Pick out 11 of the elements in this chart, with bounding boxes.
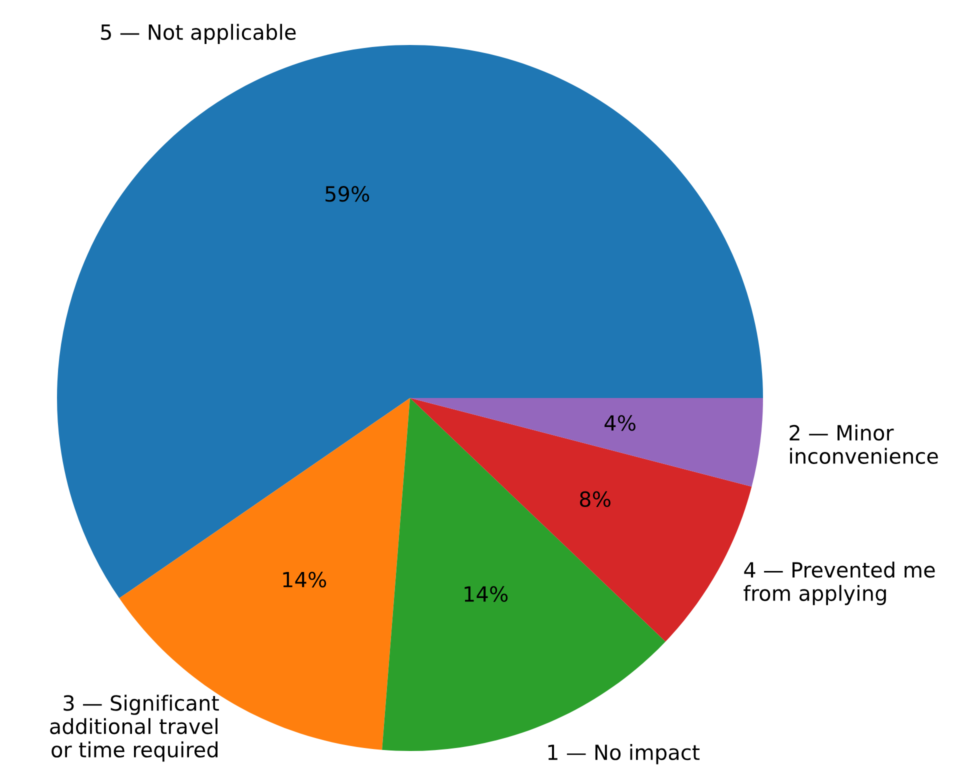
data-label: 59%	[326, 186, 370, 202]
slice-label: 1 — No impact	[548, 744, 700, 764]
slice-label: 4 — Prevented me from applying	[744, 562, 935, 606]
slice-label: 2 — Minor inconvenience	[790, 424, 938, 464]
slice-label: 5 — Not applicable	[101, 24, 296, 44]
data-label: 14%	[464, 586, 508, 602]
data-label: 8%	[580, 491, 610, 508]
data-label: 14%	[283, 572, 326, 588]
pie-slice	[410, 398, 763, 487]
data-label: 4%	[604, 415, 636, 431]
slice-label: 3 — Significant additional travel or time required	[50, 694, 219, 762]
